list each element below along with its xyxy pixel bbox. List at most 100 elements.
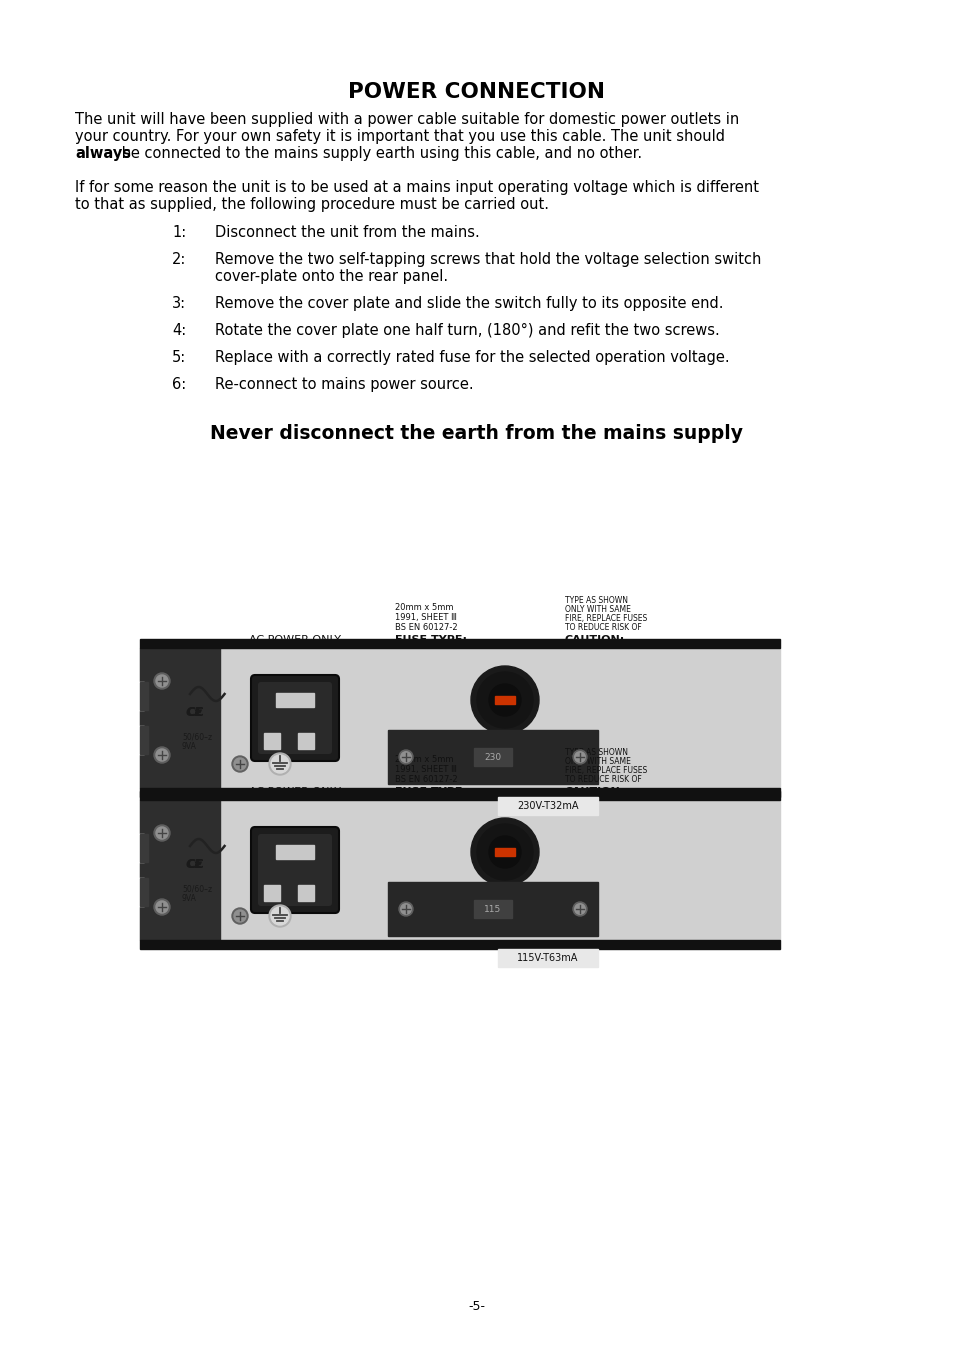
Text: FIRE, REPLACE FUSES: FIRE, REPLACE FUSES — [564, 614, 646, 622]
Text: CE: CE — [186, 859, 203, 872]
Circle shape — [573, 902, 586, 917]
Text: 230V-T32mA: 230V-T32mA — [517, 801, 578, 811]
Text: 1991, SHEET Ⅲ: 1991, SHEET Ⅲ — [395, 613, 456, 622]
Circle shape — [271, 907, 289, 925]
Bar — [140, 834, 148, 863]
Text: CE: CE — [186, 706, 203, 720]
Text: Rotate the cover plate one half turn, (180°) and refit the two screws.: Rotate the cover plate one half turn, (1… — [214, 323, 719, 338]
Circle shape — [574, 903, 584, 914]
Text: 5:: 5: — [172, 350, 186, 365]
Circle shape — [471, 666, 538, 734]
Circle shape — [269, 904, 291, 927]
Text: -5-: -5- — [468, 1300, 485, 1314]
Bar — [275, 845, 314, 859]
Bar — [140, 726, 148, 755]
Circle shape — [156, 828, 168, 838]
Text: TO REDUCE RISK OF: TO REDUCE RISK OF — [564, 775, 641, 784]
Circle shape — [233, 910, 246, 922]
Text: 230: 230 — [484, 752, 501, 761]
Text: always: always — [75, 146, 131, 161]
Circle shape — [489, 836, 520, 868]
Circle shape — [476, 672, 533, 728]
Text: 2:: 2: — [172, 252, 186, 267]
Circle shape — [156, 675, 168, 687]
Text: ONLY WITH SAME: ONLY WITH SAME — [564, 605, 630, 614]
Text: 6:: 6: — [172, 377, 186, 392]
Circle shape — [156, 749, 168, 761]
Text: 3:: 3: — [172, 296, 186, 310]
Text: 20mm x 5mm: 20mm x 5mm — [395, 755, 453, 764]
FancyBboxPatch shape — [251, 828, 338, 913]
Bar — [128, 726, 144, 755]
Text: 1:: 1: — [172, 225, 186, 240]
Text: 9VA: 9VA — [182, 894, 196, 903]
Circle shape — [156, 900, 168, 913]
Text: 50/60–z: 50/60–z — [182, 732, 212, 741]
Bar — [297, 733, 314, 749]
Text: Remove the two self-tapping screws that hold the voltage selection switch: Remove the two self-tapping screws that … — [214, 252, 760, 267]
Text: POWER CONNECTION: POWER CONNECTION — [348, 82, 605, 103]
Bar — [128, 834, 144, 863]
Circle shape — [400, 752, 411, 763]
Bar — [140, 682, 148, 710]
Text: your country. For your own safety it is important that you use this cable. The u: your country. For your own safety it is … — [75, 130, 724, 144]
FancyBboxPatch shape — [257, 834, 332, 906]
Text: AC POWER ONLY: AC POWER ONLY — [249, 634, 340, 645]
Bar — [140, 801, 220, 940]
Text: Replace with a correctly rated fuse for the selected operation voltage.: Replace with a correctly rated fuse for … — [214, 350, 729, 365]
Circle shape — [489, 684, 520, 716]
Circle shape — [398, 751, 413, 764]
Text: cover-plate onto the rear panel.: cover-plate onto the rear panel. — [214, 269, 448, 284]
Text: If for some reason the unit is to be used at a mains input operating voltage whi: If for some reason the unit is to be use… — [75, 180, 759, 194]
Bar — [497, 949, 598, 967]
Bar — [388, 882, 598, 936]
Circle shape — [232, 909, 248, 923]
Bar — [497, 796, 598, 815]
FancyBboxPatch shape — [251, 675, 338, 761]
Bar — [140, 788, 780, 796]
Bar — [495, 697, 515, 703]
Bar — [297, 886, 314, 900]
Text: TO REDUCE RISK OF: TO REDUCE RISK OF — [564, 622, 641, 632]
Circle shape — [574, 752, 584, 763]
Text: TYPE AS SHOWN: TYPE AS SHOWN — [564, 595, 627, 605]
Bar — [495, 848, 515, 856]
Bar — [474, 748, 512, 765]
Bar — [275, 693, 314, 707]
Circle shape — [400, 903, 411, 914]
Text: Remove the cover plate and slide the switch fully to its opposite end.: Remove the cover plate and slide the swi… — [214, 296, 722, 310]
Text: The unit will have been supplied with a power cable suitable for domestic power : The unit will have been supplied with a … — [75, 112, 739, 127]
Bar — [128, 682, 144, 710]
Bar — [140, 878, 148, 906]
Circle shape — [471, 818, 538, 886]
Text: Disconnect the unit from the mains.: Disconnect the unit from the mains. — [214, 225, 479, 240]
Text: to that as supplied, the following procedure must be carried out.: to that as supplied, the following proce… — [75, 197, 548, 212]
Text: 50/60–z: 50/60–z — [182, 884, 212, 892]
Bar — [264, 886, 280, 900]
Text: BS EN 60127-2: BS EN 60127-2 — [395, 775, 457, 784]
Bar — [140, 940, 780, 949]
Text: 20mm x 5mm: 20mm x 5mm — [395, 603, 453, 612]
Bar — [388, 730, 598, 784]
Text: 1991, SHEET Ⅲ: 1991, SHEET Ⅲ — [395, 765, 456, 774]
FancyBboxPatch shape — [257, 682, 332, 755]
Text: C€: C€ — [186, 706, 204, 718]
Bar — [140, 801, 780, 940]
Text: BS EN 60127-2: BS EN 60127-2 — [395, 622, 457, 632]
Circle shape — [153, 747, 170, 763]
Text: FUSE TYPE:: FUSE TYPE: — [395, 787, 467, 796]
Text: TYPE AS SHOWN: TYPE AS SHOWN — [564, 748, 627, 757]
Bar — [474, 900, 512, 918]
Bar — [264, 733, 280, 749]
Circle shape — [233, 757, 246, 769]
Text: 4:: 4: — [172, 323, 186, 338]
Circle shape — [153, 674, 170, 688]
Bar — [140, 648, 220, 788]
Text: Never disconnect the earth from the mains supply: Never disconnect the earth from the main… — [211, 424, 742, 443]
Circle shape — [153, 825, 170, 841]
Circle shape — [476, 824, 533, 880]
Bar — [140, 791, 780, 801]
Bar — [140, 648, 780, 788]
Circle shape — [153, 899, 170, 915]
Text: AC POWER ONLY: AC POWER ONLY — [249, 787, 340, 796]
